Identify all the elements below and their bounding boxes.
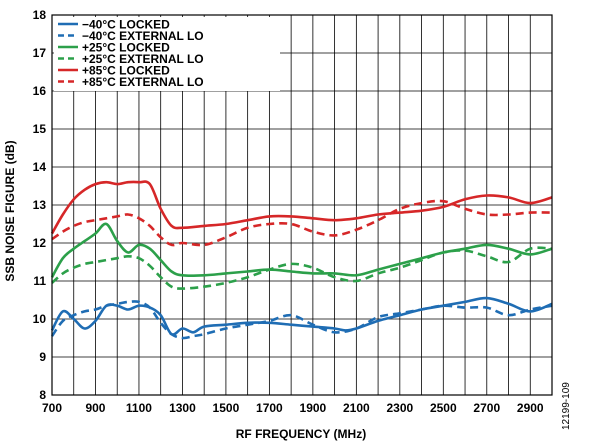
- y-tick-label: 10: [33, 312, 47, 326]
- y-tick-label: 13: [33, 198, 47, 212]
- x-tick-label: 1300: [169, 401, 196, 415]
- y-axis-label: SSB NOISE FIGURE (dB): [3, 140, 17, 281]
- y-tick-label: 8: [39, 388, 46, 402]
- legend-label: +25°C EXTERNAL LO: [82, 52, 204, 66]
- legend-label: +85°C LOCKED: [82, 64, 170, 78]
- y-tick-label: 14: [33, 160, 47, 174]
- legend-label: −40°C EXTERNAL LO: [82, 29, 204, 43]
- axes: 8 9 10 11 12 13 14 15 16 17 18 700 900 1100 1300 1500 17…: [33, 8, 553, 415]
- x-axis-label: RF FREQUENCY (MHz): [236, 427, 366, 441]
- y-tick-label: 11: [33, 274, 46, 288]
- x-tick-label: 2300: [386, 401, 413, 415]
- legend-label: +25°C LOCKED: [82, 41, 170, 55]
- series-line-2: [50, 300, 553, 340]
- y-tick-label: 15: [33, 122, 47, 136]
- series-line-5: [50, 180, 553, 235]
- y-tick-label: 9: [39, 350, 46, 364]
- x-tick-label: 2500: [430, 401, 457, 415]
- y-tick-label: 18: [33, 8, 47, 22]
- x-tick-label: 700: [42, 401, 62, 415]
- y-tick-label: 12: [33, 236, 47, 250]
- legend-label: −40°C LOCKED: [82, 18, 170, 32]
- series-lines: [50, 180, 553, 340]
- plot-frame: [51, 14, 553, 396]
- x-tick-label: 2900: [517, 401, 544, 415]
- y-tick-label: 17: [33, 46, 47, 60]
- legend-label: +85°C EXTERNAL LO: [82, 75, 204, 89]
- x-tick-label: 900: [85, 401, 105, 415]
- series-line-4: [51, 246, 553, 290]
- x-tick-label: 2100: [343, 401, 370, 415]
- x-tick-label: 1900: [300, 401, 327, 415]
- x-tick-label: 1100: [126, 401, 152, 415]
- y-tick-label: 16: [33, 84, 47, 98]
- legend: −40°C LOCKED−40°C EXTERNAL LO+25°C LOCKE…: [54, 17, 280, 91]
- x-tick-label: 1700: [256, 401, 283, 415]
- series-line-6: [51, 199, 553, 247]
- figure-id: 12199-109: [561, 382, 572, 430]
- x-tick-label: 2700: [473, 401, 500, 415]
- x-tick-label: 1500: [213, 401, 240, 415]
- legend-box: [54, 17, 280, 91]
